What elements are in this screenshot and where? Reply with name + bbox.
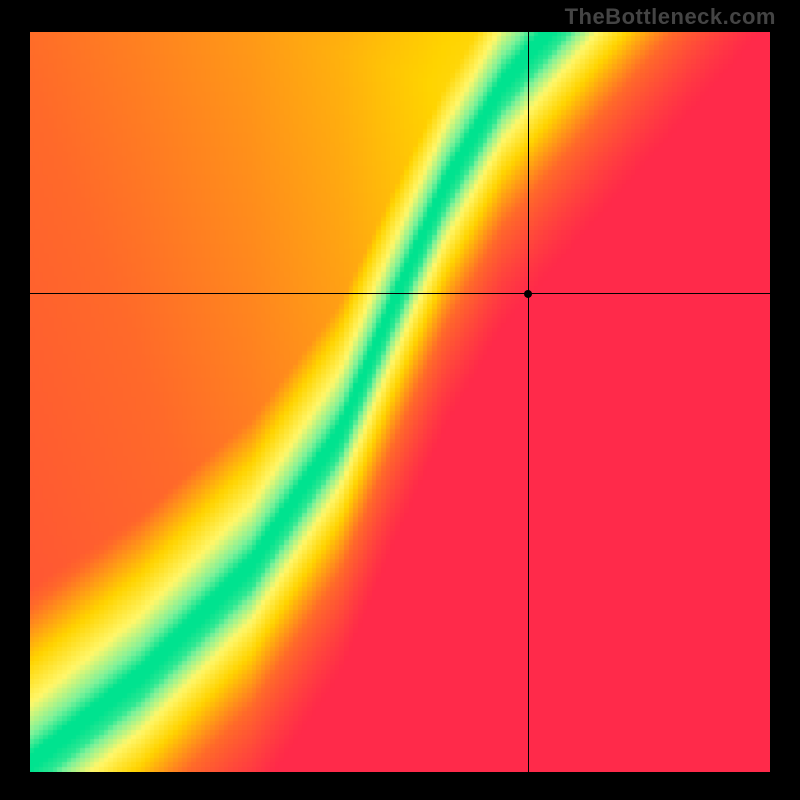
watermark-text: TheBottleneck.com <box>565 4 776 30</box>
heatmap-plot-area <box>30 32 770 772</box>
crosshair-horizontal <box>30 293 770 294</box>
heatmap-canvas <box>30 32 770 772</box>
crosshair-vertical <box>528 32 529 772</box>
root-container: TheBottleneck.com <box>0 0 800 800</box>
